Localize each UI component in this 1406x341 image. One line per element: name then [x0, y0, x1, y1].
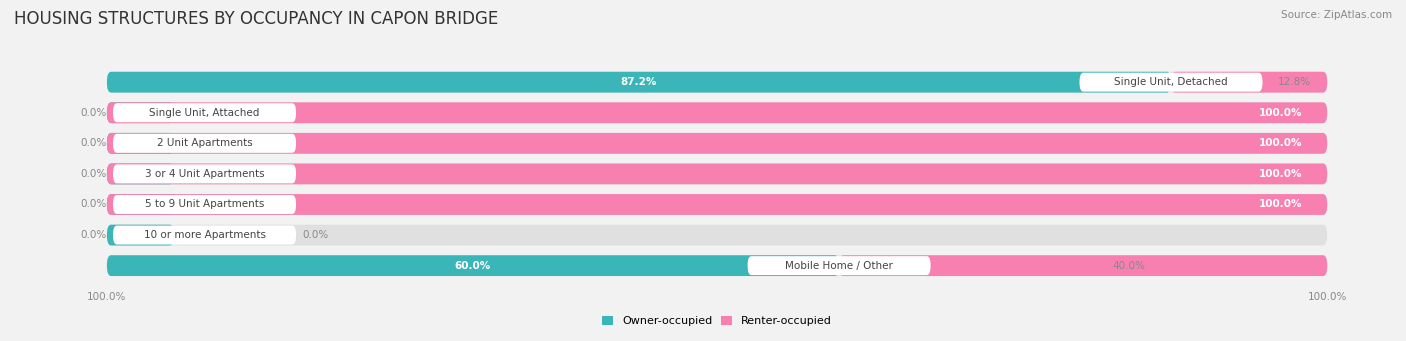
Text: 100.0%: 100.0%	[1260, 169, 1303, 179]
Text: 87.2%: 87.2%	[621, 77, 657, 87]
FancyBboxPatch shape	[107, 164, 1327, 184]
FancyBboxPatch shape	[107, 133, 174, 154]
Text: Single Unit, Detached: Single Unit, Detached	[1114, 77, 1227, 87]
FancyBboxPatch shape	[112, 103, 297, 122]
FancyBboxPatch shape	[107, 255, 1327, 276]
FancyBboxPatch shape	[107, 164, 1327, 184]
FancyBboxPatch shape	[107, 194, 1327, 215]
Text: 100.0%: 100.0%	[1260, 108, 1303, 118]
Text: 40.0%: 40.0%	[1112, 261, 1146, 271]
FancyBboxPatch shape	[107, 102, 1327, 123]
FancyBboxPatch shape	[112, 226, 297, 244]
FancyBboxPatch shape	[107, 164, 174, 184]
FancyBboxPatch shape	[839, 255, 1327, 276]
Text: 0.0%: 0.0%	[302, 230, 329, 240]
FancyBboxPatch shape	[1171, 72, 1327, 92]
FancyBboxPatch shape	[107, 225, 174, 246]
FancyBboxPatch shape	[107, 72, 1171, 92]
FancyBboxPatch shape	[748, 256, 931, 275]
FancyBboxPatch shape	[112, 195, 297, 214]
Text: Single Unit, Attached: Single Unit, Attached	[149, 108, 260, 118]
Text: 3 or 4 Unit Apartments: 3 or 4 Unit Apartments	[145, 169, 264, 179]
Text: 100.0%: 100.0%	[1260, 138, 1303, 148]
Text: 10 or more Apartments: 10 or more Apartments	[143, 230, 266, 240]
FancyBboxPatch shape	[107, 194, 1327, 215]
FancyBboxPatch shape	[107, 133, 1327, 154]
FancyBboxPatch shape	[107, 255, 839, 276]
FancyBboxPatch shape	[1080, 73, 1263, 92]
Text: 0.0%: 0.0%	[80, 138, 107, 148]
Text: 12.8%: 12.8%	[1278, 77, 1312, 87]
FancyBboxPatch shape	[107, 102, 1327, 123]
Text: 0.0%: 0.0%	[80, 230, 107, 240]
FancyBboxPatch shape	[112, 134, 297, 153]
Text: 5 to 9 Unit Apartments: 5 to 9 Unit Apartments	[145, 199, 264, 209]
Text: 0.0%: 0.0%	[80, 169, 107, 179]
FancyBboxPatch shape	[112, 164, 297, 183]
Text: HOUSING STRUCTURES BY OCCUPANCY IN CAPON BRIDGE: HOUSING STRUCTURES BY OCCUPANCY IN CAPON…	[14, 10, 498, 28]
FancyBboxPatch shape	[107, 72, 1327, 92]
Text: 60.0%: 60.0%	[456, 261, 491, 271]
Text: Mobile Home / Other: Mobile Home / Other	[785, 261, 893, 271]
Text: 100.0%: 100.0%	[1260, 199, 1303, 209]
Text: 0.0%: 0.0%	[80, 199, 107, 209]
FancyBboxPatch shape	[107, 133, 1327, 154]
Legend: Owner-occupied, Renter-occupied: Owner-occupied, Renter-occupied	[598, 311, 837, 330]
FancyBboxPatch shape	[107, 194, 174, 215]
FancyBboxPatch shape	[107, 102, 174, 123]
Text: 0.0%: 0.0%	[80, 108, 107, 118]
Text: Source: ZipAtlas.com: Source: ZipAtlas.com	[1281, 10, 1392, 20]
Text: 2 Unit Apartments: 2 Unit Apartments	[156, 138, 253, 148]
FancyBboxPatch shape	[107, 225, 1327, 246]
